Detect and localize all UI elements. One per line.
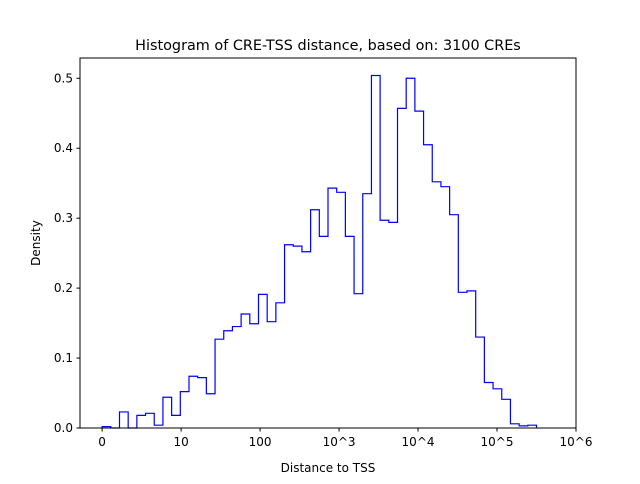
histogram-bin [458, 292, 467, 428]
histogram-bin [380, 220, 389, 428]
histogram-bin [354, 294, 363, 428]
x-tick-label: 10^5 [481, 435, 514, 449]
histogram-bin [206, 394, 215, 428]
y-tick-label: 0.2 [54, 281, 73, 295]
histogram-bin [224, 331, 233, 428]
histogram-bin [137, 415, 146, 428]
histogram-bin [328, 188, 337, 428]
histogram-bin [189, 376, 198, 428]
x-tick-label: 10^3 [323, 435, 356, 449]
histogram-bin [493, 389, 502, 428]
histogram-bin [119, 412, 128, 428]
histogram-bin [293, 246, 302, 428]
histogram-bin [424, 145, 433, 428]
y-axis-label: Density [29, 220, 43, 266]
histogram-bin [232, 327, 241, 428]
histogram-bin [345, 236, 354, 428]
histogram-bin [337, 192, 346, 428]
histogram-bin [258, 294, 267, 428]
histogram-bin [476, 337, 485, 428]
histogram-bin [450, 215, 459, 428]
histogram-bin [276, 303, 285, 428]
x-tick-label: 10 [173, 435, 188, 449]
histogram-bin [180, 392, 189, 428]
x-tick-label: 10^6 [560, 435, 593, 449]
histogram-bin [432, 182, 441, 428]
histogram-bin [215, 339, 224, 428]
histogram-bin [241, 314, 250, 428]
histogram-bin [398, 108, 407, 428]
histogram-bin [441, 187, 450, 428]
histogram-step-line [101, 74, 538, 429]
histogram-bin [267, 322, 276, 428]
histogram-bin [389, 222, 398, 428]
y-tick-label: 0.4 [54, 141, 73, 155]
x-tick-label: 0 [98, 435, 106, 449]
histogram-bin [163, 397, 172, 428]
y-tick-label: 0.3 [54, 211, 73, 225]
histogram-bin [510, 424, 519, 428]
histogram-bin [302, 252, 311, 428]
histogram-bin [285, 245, 294, 428]
histogram-bin [146, 413, 155, 428]
y-tick-label: 0.5 [54, 71, 73, 85]
histogram-bin [311, 210, 320, 428]
x-tick-label: 10^4 [402, 435, 435, 449]
histogram-bin [198, 378, 207, 428]
histogram-bin [484, 383, 493, 428]
plot-frame [79, 57, 577, 429]
histogram-bin [467, 291, 476, 428]
histogram-bin [371, 75, 380, 428]
histogram-bin [406, 78, 415, 428]
x-tick-label: 100 [249, 435, 272, 449]
y-tick-label: 0.1 [54, 351, 73, 365]
histogram-bin [319, 236, 328, 428]
histogram-bin [415, 111, 424, 428]
x-axis-label: Distance to TSS [281, 461, 376, 475]
histogram-bin [250, 324, 259, 428]
chart-title: Histogram of CRE-TSS distance, based on:… [135, 38, 521, 54]
y-tick-label: 0.0 [54, 421, 73, 435]
histogram-bin [363, 194, 372, 428]
histogram-bin [172, 415, 181, 428]
histogram-bin [502, 399, 511, 428]
